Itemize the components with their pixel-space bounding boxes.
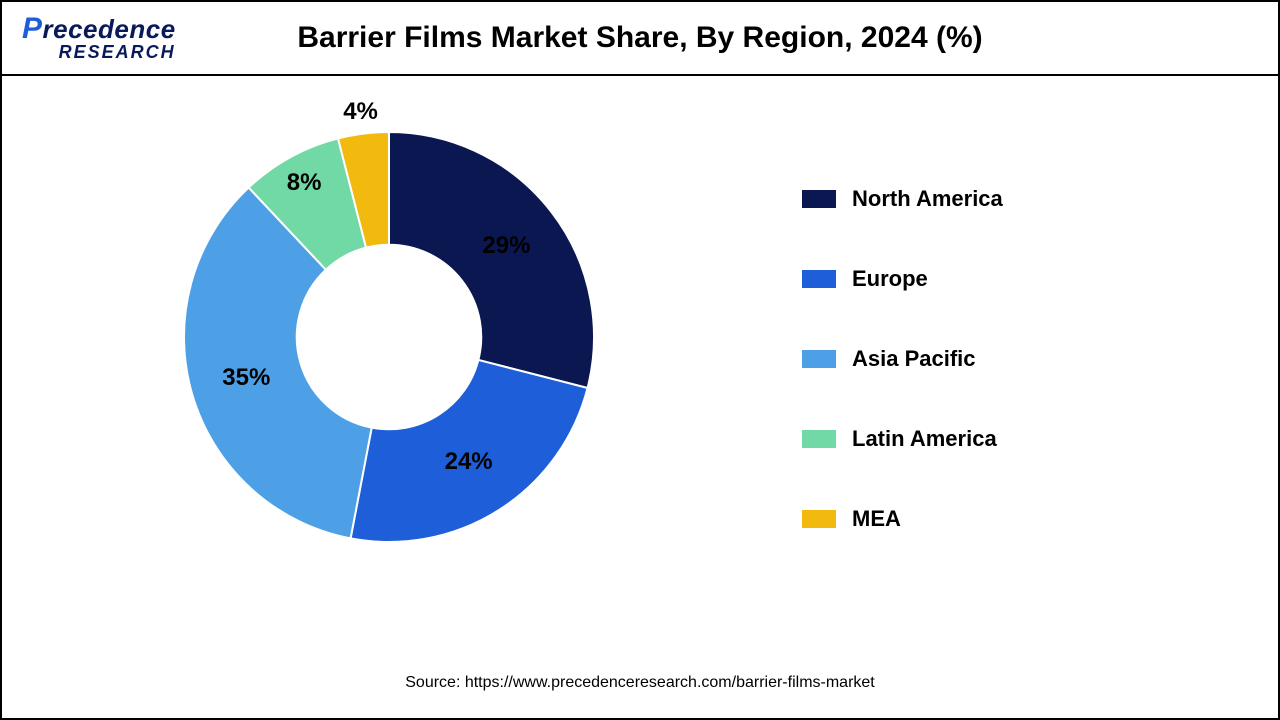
legend-item: MEA xyxy=(802,506,1003,532)
donut-chart: 29%24%35%8%4% xyxy=(174,122,604,552)
chart-title: Barrier Films Market Share, By Region, 2… xyxy=(2,21,1278,55)
legend-swatch xyxy=(802,510,836,528)
slice-label: 24% xyxy=(445,448,493,476)
slice-label: 35% xyxy=(222,364,270,392)
legend-swatch xyxy=(802,190,836,208)
donut-slice xyxy=(389,132,594,388)
donut-svg xyxy=(174,122,604,552)
legend-swatch xyxy=(802,430,836,448)
legend: North America Europe Asia Pacific Latin Ame… xyxy=(802,186,1003,586)
chart-area: 29% 24% 35% 8% 4% North America Europe Asia Pa… xyxy=(2,76,1278,718)
legend-swatch xyxy=(802,350,836,368)
legend-item: Asia Pacific xyxy=(802,346,1003,372)
header-bar: Precedence RESEARCH Barrier Films Market… xyxy=(2,2,1278,76)
source-text: Source: https://www.precedenceresearch.c… xyxy=(2,674,1278,692)
chart-container: Precedence RESEARCH Barrier Films Market… xyxy=(0,0,1280,720)
slice-label: 29% xyxy=(482,232,530,260)
legend-item: Europe xyxy=(802,266,1003,292)
slice-label: 8% xyxy=(287,169,322,197)
logo-line1: Precedence xyxy=(22,12,176,46)
legend-swatch xyxy=(802,270,836,288)
legend-label: Asia Pacific xyxy=(852,346,976,372)
legend-label: North America xyxy=(852,186,1003,212)
legend-label: Europe xyxy=(852,266,928,292)
logo-cap: P xyxy=(22,12,43,45)
slice-label: 4% xyxy=(343,98,378,126)
legend-label: MEA xyxy=(852,506,901,532)
logo-rest: recedence xyxy=(43,14,176,44)
legend-label: Latin America xyxy=(852,426,997,452)
legend-item: North America xyxy=(802,186,1003,212)
legend-item: Latin America xyxy=(802,426,1003,452)
brand-logo: Precedence RESEARCH xyxy=(22,12,176,63)
